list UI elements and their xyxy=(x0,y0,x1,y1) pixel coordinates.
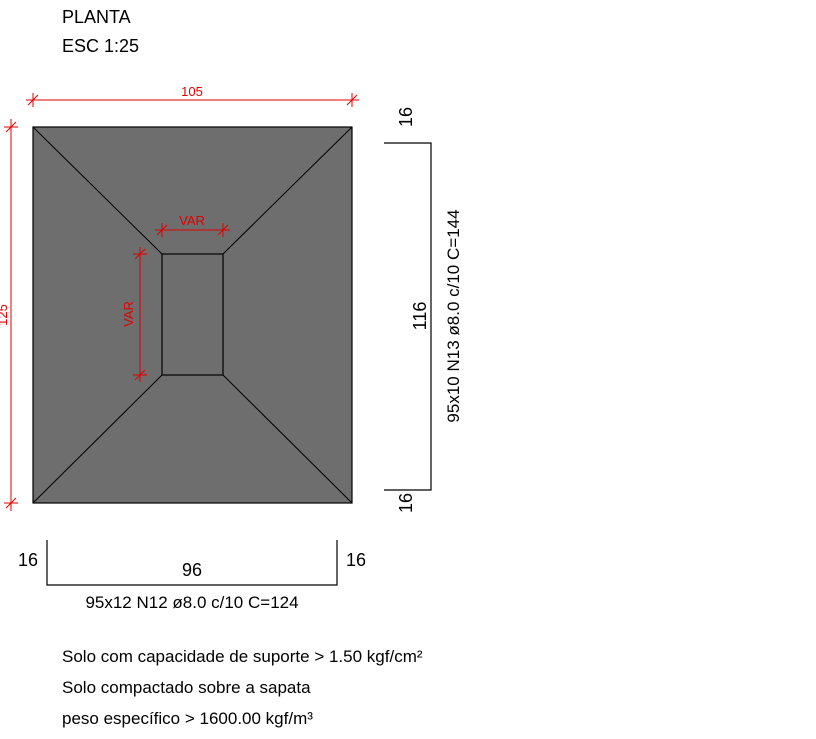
rebar-vertical xyxy=(384,142,432,491)
dimension-top-width xyxy=(26,93,359,107)
pedestal-outline xyxy=(161,253,224,376)
note-specific-weight: peso específico > 1600.00 kgf/m³ xyxy=(62,709,313,728)
dimension-pedestal-height xyxy=(133,247,147,382)
rebar-vertical-label: 95x10 N13 ø8.0 c/10 C=144 xyxy=(444,209,463,422)
dimension-left-height-label: 125 xyxy=(0,304,10,326)
dimension-pedestal-width-label: VAR xyxy=(179,213,205,228)
rebar-horizontal-hook-left: 16 xyxy=(18,550,38,570)
rebar-horizontal xyxy=(46,540,338,586)
rebar-horizontal-hook-right: 16 xyxy=(346,550,366,570)
drawing-title: PLANTA xyxy=(62,7,131,27)
drawing-scale: ESC 1:25 xyxy=(62,36,139,56)
dimension-top-width-label: 105 xyxy=(181,84,203,99)
slope-edge-top-left xyxy=(32,126,163,255)
rebar-vertical-hook-bottom: 16 xyxy=(396,493,416,513)
dimension-left-height xyxy=(4,119,18,511)
note-soil-capacity: Solo com capacidade de suporte > 1.50 kg… xyxy=(62,647,423,666)
rebar-vertical-hook-top: 16 xyxy=(396,107,416,127)
rebar-vertical-shape xyxy=(384,142,432,491)
note-soil-compacted: Solo compactado sobre a sapata xyxy=(62,678,311,697)
rebar-horizontal-length: 96 xyxy=(182,560,202,580)
rebar-horizontal-label: 95x12 N12 ø8.0 c/10 C=124 xyxy=(85,593,298,612)
slope-edge-bottom-left xyxy=(32,374,163,504)
rebar-vertical-length: 116 xyxy=(410,302,430,331)
slope-edge-bottom-right xyxy=(222,374,353,504)
dimension-pedestal-height-label: VAR xyxy=(121,301,136,327)
slope-edge-top-right xyxy=(222,126,353,255)
rebar-horizontal-shape xyxy=(46,540,338,586)
dimension-pedestal-width xyxy=(155,223,230,237)
footing-plan xyxy=(32,126,353,504)
